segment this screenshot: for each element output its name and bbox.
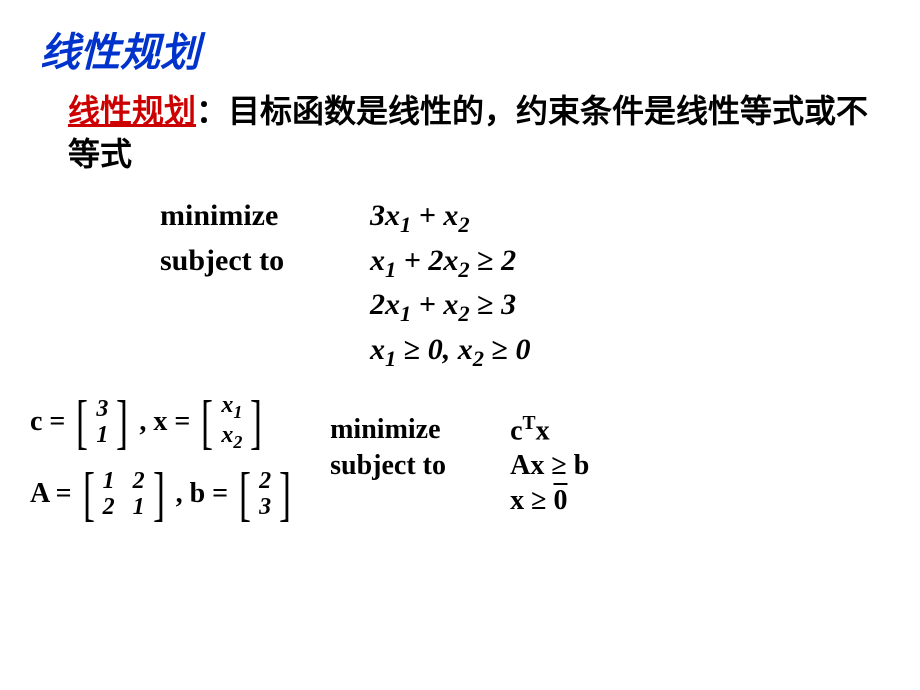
explicit-lp-problem: minimize 3x1 + x2 subject to x1 + 2x2 ≥ …	[160, 196, 880, 374]
objective-expr: 3x1 + x2	[370, 196, 880, 240]
vector-definitions: c = [ 3 1 ] , x = [ x1 x2 ] A = [	[30, 392, 295, 535]
slide-title: 线性规划	[40, 20, 880, 78]
c-label: c =	[30, 407, 72, 438]
vector-constraint-2: x ≥ 0	[510, 483, 567, 518]
c-vector: 3 1	[92, 396, 112, 449]
minimize-label-2: minimize	[330, 412, 510, 448]
definition-term: 线性规划	[68, 93, 196, 129]
A-matrix: 1 2 2 1	[99, 468, 149, 521]
b-vector: 2 3	[255, 468, 275, 521]
lower-section: c = [ 3 1 ] , x = [ x1 x2 ] A = [	[40, 392, 880, 535]
minimize-label: minimize	[160, 196, 370, 240]
subject-to-label-2: subject to	[330, 448, 510, 483]
definition-colon: ：	[196, 93, 228, 129]
vector-constraint-1: Ax ≥ b	[510, 448, 589, 483]
c-x-row: c = [ 3 1 ] , x = [ x1 x2 ]	[30, 392, 295, 453]
A-label: A =	[30, 479, 79, 510]
b-label: , b =	[169, 479, 236, 510]
constraint-1: x1 + 2x2 ≥ 2	[370, 241, 880, 285]
A-b-row: A = [ 1 2 2 1 ] , b = [ 2	[30, 467, 295, 521]
x-vector: x1 x2	[217, 392, 246, 453]
constraint-2: 2x1 + x2 ≥ 3	[370, 285, 880, 329]
slide-content: 线性规划 线性规划：目标函数是线性的，约束条件是线性等式或不等式 minimiz…	[0, 0, 920, 555]
x-label: , x =	[132, 407, 197, 438]
constraint-3: x1 ≥ 0, x2 ≥ 0	[370, 330, 880, 374]
vector-objective: cTx	[510, 412, 550, 448]
vector-lp-problem: minimize cTx subject to Ax ≥ b x ≥ 0	[330, 412, 589, 518]
definition-line: 线性规划：目标函数是线性的，约束条件是线性等式或不等式	[68, 90, 880, 176]
subject-to-label: subject to	[160, 241, 370, 285]
